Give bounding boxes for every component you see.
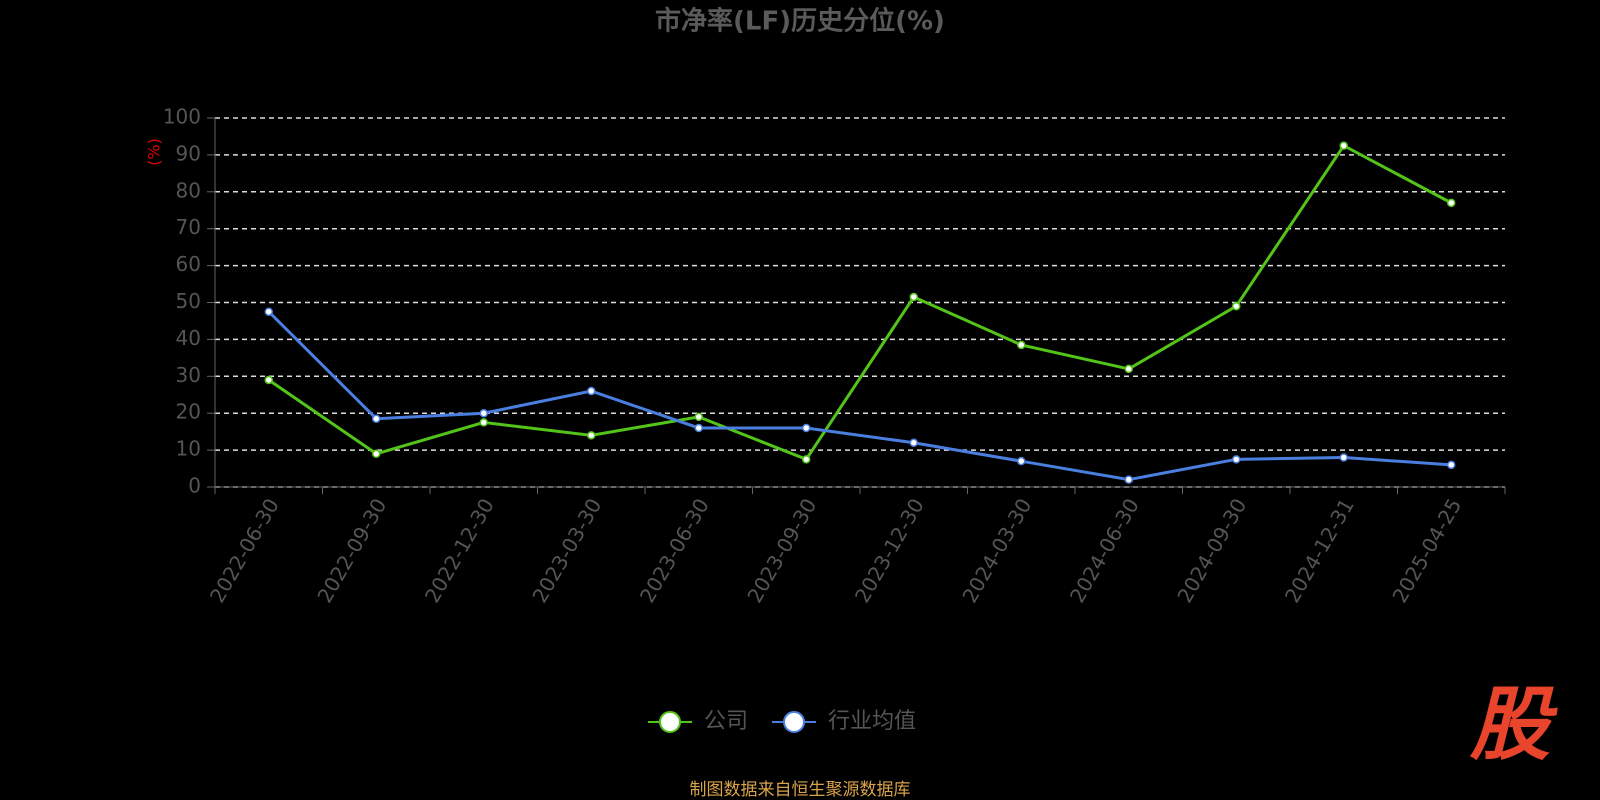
data-point [479,408,488,418]
x-tick-label: 2022-09-30 [312,494,391,607]
x-tick-label: 2022-12-30 [420,494,499,607]
data-point [802,455,811,464]
legend-label: 公司 [704,709,748,734]
y-tick-label: 40 [176,326,201,350]
data-point [372,449,381,459]
x-tick-label: 2023-09-30 [742,494,821,607]
y-tick-label: 20 [176,400,201,424]
data-point [1124,364,1133,374]
y-tick-label: 30 [176,363,201,387]
x-tick-label: 2023-12-30 [850,494,929,607]
y-tick-label: 50 [176,289,201,313]
legend-marker [659,711,681,733]
legend-label: 行业均值 [828,709,916,734]
series-line [267,310,1452,482]
data-point [694,423,703,433]
data-point [909,292,918,302]
x-tick-label: 2022-06-30 [205,494,284,607]
y-tick-label: 60 [176,252,201,276]
x-tick-label: 2024-12-31 [1280,494,1359,607]
data-point [372,414,381,423]
data-point [1339,141,1348,150]
watermark-logo: 股 [1469,678,1558,771]
x-tick-label: 2024-09-30 [1172,494,1251,607]
y-tick-label: 80 [176,178,201,202]
data-point [1124,475,1133,484]
series-line [267,143,1452,462]
y-tick-label: 0 [188,474,201,498]
y-tick-label: 90 [176,141,201,165]
legend-marker [783,711,806,733]
y-tick-label: 10 [176,437,201,461]
x-tick-label: 2024-06-30 [1065,494,1144,607]
y-tick-label: 70 [176,215,201,239]
data-point [1017,340,1026,350]
data-point [1447,460,1456,470]
data-point [264,307,273,316]
x-tick-label: 2023-06-30 [635,494,714,607]
data-point [1339,453,1348,462]
source-note: 制图数据来自恒生聚源数据库 [690,780,911,800]
data-point [264,375,273,385]
chart-title: 市净率(LF)历史分位(%) [655,6,945,37]
y-tick-label: 100 [163,105,201,129]
data-point [1232,301,1241,311]
data-point [587,431,596,440]
data-point [1017,456,1026,466]
data-point [909,438,918,447]
y-axis-label: (%) [145,138,164,166]
x-tick-label: 2024-03-30 [957,494,1036,607]
data-point [1232,455,1241,464]
x-tick-label: 2025-04-25 [1387,494,1466,607]
data-point [587,386,596,396]
data-point [802,423,811,433]
data-point [1447,198,1456,208]
x-tick-label: 2023-03-30 [527,494,606,607]
data-point [694,412,703,422]
data-point [479,418,488,427]
